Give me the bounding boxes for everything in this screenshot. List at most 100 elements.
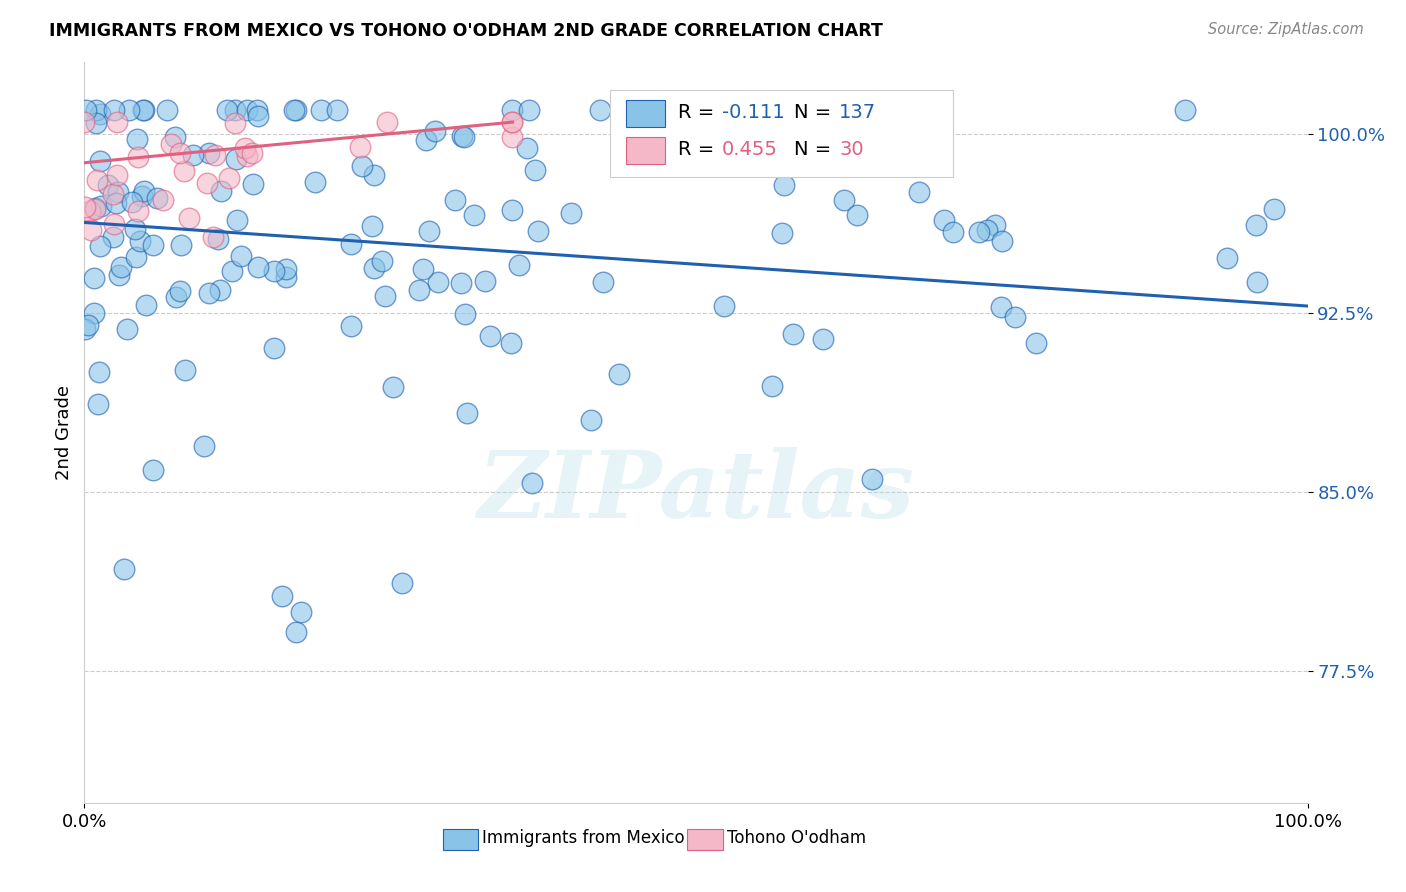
Point	[84, 202, 107, 216]
Point	[115, 322, 138, 336]
Point	[427, 275, 450, 289]
Point	[173, 163, 195, 178]
Point	[1263, 202, 1285, 216]
Point	[73, 115, 96, 129]
Point	[107, 185, 129, 199]
Text: R =: R =	[678, 103, 720, 121]
Point	[104, 196, 127, 211]
Point	[309, 103, 332, 118]
Point	[79, 203, 101, 218]
Point	[1174, 103, 1197, 118]
Point	[169, 146, 191, 161]
Point	[218, 171, 240, 186]
Point	[588, 103, 610, 118]
Point	[105, 168, 128, 182]
Point	[363, 260, 385, 275]
Point	[125, 250, 148, 264]
Point	[984, 219, 1007, 233]
Point	[499, 336, 522, 351]
Point	[231, 249, 253, 263]
Point	[108, 268, 131, 282]
Point	[209, 184, 232, 198]
Point	[374, 288, 396, 302]
FancyBboxPatch shape	[626, 100, 665, 127]
Point	[516, 141, 538, 155]
Point	[811, 332, 834, 346]
Point	[152, 193, 174, 207]
Point	[976, 223, 998, 237]
Point	[713, 300, 735, 314]
Point	[526, 224, 548, 238]
Point	[991, 234, 1014, 248]
Text: N =: N =	[794, 103, 838, 121]
Point	[1246, 219, 1268, 233]
Point	[454, 306, 477, 320]
Point	[201, 230, 224, 244]
Point	[103, 186, 125, 201]
Point	[174, 362, 197, 376]
Text: -0.111: -0.111	[721, 103, 785, 121]
Point	[224, 103, 246, 118]
Point	[75, 200, 97, 214]
Point	[990, 300, 1012, 314]
Point	[592, 276, 614, 290]
Point	[128, 234, 150, 248]
Point	[444, 193, 467, 207]
Point	[90, 198, 112, 212]
Point	[474, 274, 496, 288]
Point	[283, 103, 305, 118]
Point	[103, 103, 125, 118]
FancyBboxPatch shape	[443, 829, 478, 850]
Point	[135, 298, 157, 312]
Point	[84, 201, 107, 215]
Point	[89, 239, 111, 253]
Point	[423, 124, 446, 138]
Point	[942, 225, 965, 239]
Point	[479, 329, 502, 343]
Point	[350, 159, 373, 173]
Point	[160, 136, 183, 151]
Text: Source: ZipAtlas.com: Source: ZipAtlas.com	[1208, 22, 1364, 37]
Point	[195, 176, 218, 190]
Point	[84, 116, 107, 130]
Point	[761, 378, 783, 392]
Point	[118, 103, 141, 118]
Point	[274, 262, 297, 277]
FancyBboxPatch shape	[688, 829, 723, 850]
Point	[276, 270, 298, 285]
Point	[451, 129, 474, 144]
Point	[501, 103, 523, 118]
Point	[225, 152, 247, 166]
Point	[832, 193, 855, 207]
Point	[370, 254, 392, 268]
Point	[412, 261, 434, 276]
Point	[560, 205, 582, 219]
Point	[226, 213, 249, 227]
Point	[76, 318, 98, 332]
Point	[456, 406, 478, 420]
Point	[502, 115, 524, 129]
Point	[772, 178, 794, 193]
Text: 137: 137	[839, 103, 876, 121]
Point	[198, 286, 221, 301]
FancyBboxPatch shape	[610, 90, 953, 178]
Point	[87, 365, 110, 379]
Point	[967, 225, 990, 239]
Point	[131, 189, 153, 203]
Point	[502, 115, 524, 129]
Point	[224, 116, 246, 130]
Point	[242, 178, 264, 192]
Point	[83, 270, 105, 285]
Point	[1215, 251, 1237, 265]
Point	[349, 140, 371, 154]
Text: 30: 30	[839, 140, 863, 160]
Point	[217, 103, 239, 118]
Point	[97, 178, 120, 192]
Point	[450, 276, 472, 290]
Point	[304, 175, 326, 189]
Point	[240, 145, 263, 160]
Text: R =: R =	[678, 140, 720, 160]
Point	[132, 103, 155, 118]
Text: Immigrants from Mexico: Immigrants from Mexico	[482, 830, 685, 847]
FancyBboxPatch shape	[626, 137, 665, 164]
